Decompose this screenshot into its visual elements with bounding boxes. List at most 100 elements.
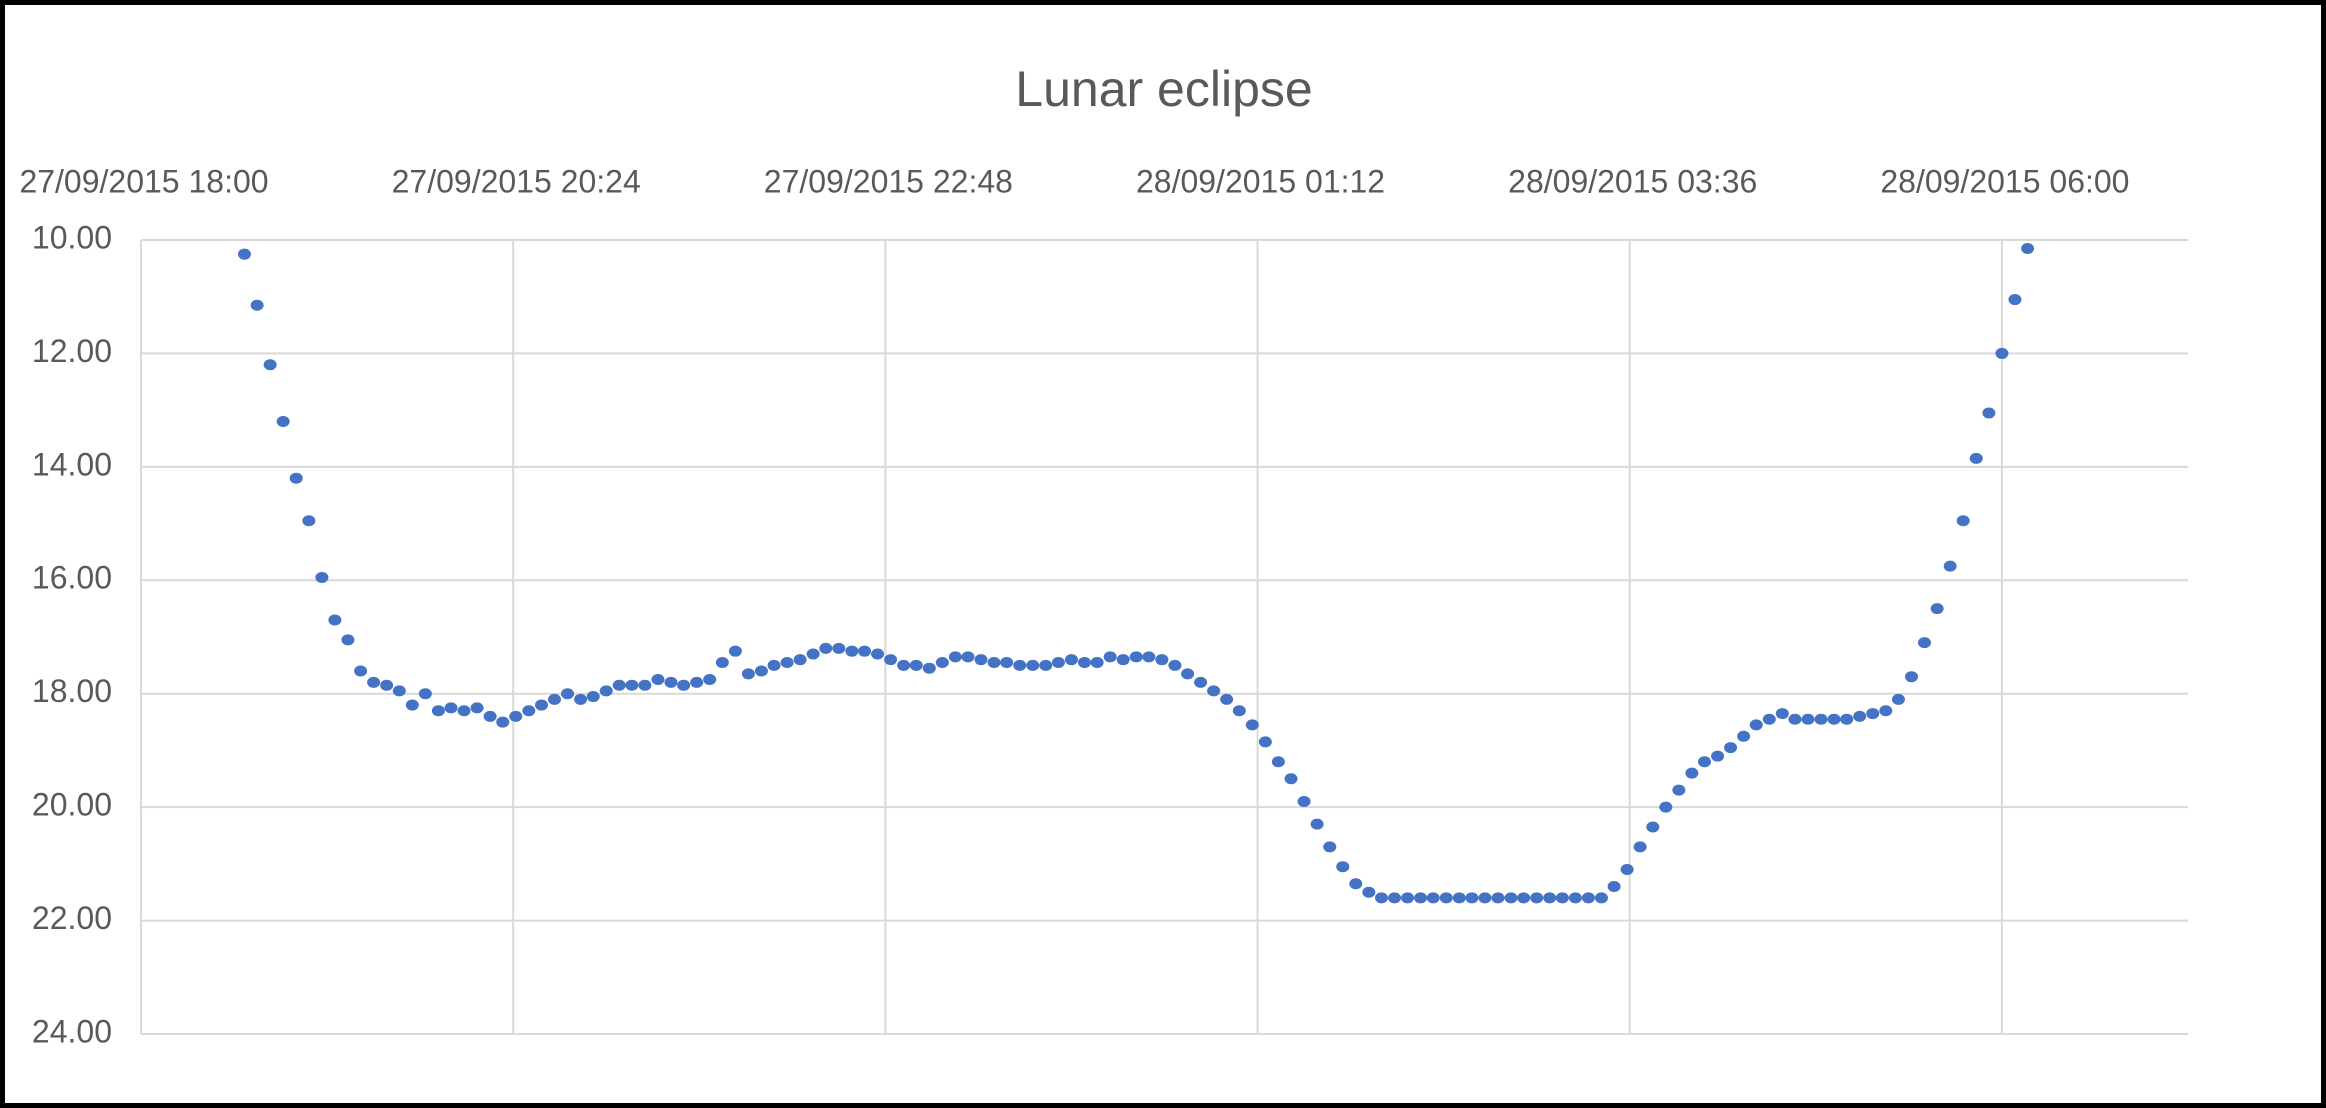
data-point <box>1711 750 1725 762</box>
y-tick-label: 10.00 <box>32 219 112 255</box>
data-point <box>1077 657 1091 669</box>
data-point <box>987 657 1001 669</box>
data-point <box>1517 892 1531 904</box>
data-point <box>341 634 355 646</box>
data-point <box>832 642 846 654</box>
data-point <box>1581 892 1595 904</box>
data-point <box>1672 784 1686 796</box>
data-point <box>1969 452 1983 464</box>
data-point <box>1284 773 1298 785</box>
data-point <box>897 659 911 671</box>
data-point <box>1659 801 1673 813</box>
data-point <box>1349 878 1363 890</box>
data-point <box>302 515 316 527</box>
data-point <box>315 571 329 583</box>
data-point <box>405 699 419 711</box>
data-point <box>728 645 742 657</box>
data-point <box>1336 861 1350 873</box>
data-point <box>1155 654 1169 666</box>
data-point <box>276 415 290 427</box>
data-point <box>935 657 949 669</box>
data-point <box>1168 659 1182 671</box>
y-tick-label: 20.00 <box>32 787 112 823</box>
x-tick-label: 27/09/2015 20:24 <box>392 163 641 199</box>
data-point <box>1530 892 1544 904</box>
data-point <box>599 685 613 697</box>
y-tick-label: 24.00 <box>32 1013 112 1049</box>
data-point <box>1555 892 1569 904</box>
data-point <box>1026 659 1040 671</box>
data-point <box>1698 756 1712 768</box>
data-point <box>1749 719 1763 731</box>
data-point <box>237 248 251 260</box>
data-point <box>1904 671 1918 683</box>
data-point <box>354 665 368 677</box>
data-point <box>1388 892 1402 904</box>
data-point <box>638 679 652 691</box>
data-point <box>1116 654 1130 666</box>
data-point <box>250 299 264 311</box>
data-point <box>470 702 484 714</box>
data-point <box>1917 637 1931 649</box>
chart-title: Lunar eclipse <box>1015 61 1312 117</box>
data-point <box>677 679 691 691</box>
data-point <box>715 657 729 669</box>
data-point <box>806 648 820 660</box>
data-point <box>1543 892 1557 904</box>
data-point <box>651 674 665 686</box>
data-point <box>741 668 755 680</box>
data-point <box>1181 668 1195 680</box>
data-point <box>1271 756 1285 768</box>
data-point <box>1879 705 1893 717</box>
data-point <box>263 359 277 371</box>
data-point <box>1620 864 1634 876</box>
data-point <box>1801 713 1815 725</box>
data-point <box>871 648 885 660</box>
data-point <box>418 688 432 700</box>
data-point <box>1000 657 1014 669</box>
data-point <box>1439 892 1453 904</box>
y-tick-label: 22.00 <box>32 900 112 936</box>
data-point <box>1465 892 1479 904</box>
data-point <box>2008 294 2022 306</box>
data-point <box>625 679 639 691</box>
data-point <box>1297 795 1311 807</box>
data-point <box>1426 892 1440 904</box>
data-point <box>1724 742 1738 754</box>
data-point <box>1310 818 1324 830</box>
data-point <box>431 705 445 717</box>
data-point <box>509 710 523 722</box>
data-point <box>1853 710 1867 722</box>
data-point <box>1414 892 1428 904</box>
data-point <box>1607 881 1621 893</box>
data-point <box>1039 659 1053 671</box>
data-point <box>1866 708 1880 720</box>
data-point <box>444 702 458 714</box>
data-point <box>289 472 303 484</box>
data-point <box>1943 560 1957 572</box>
data-point <box>690 676 704 688</box>
data-point <box>1762 713 1776 725</box>
data-point <box>1232 705 1246 717</box>
y-tick-label: 18.00 <box>32 673 112 709</box>
data-point <box>922 662 936 674</box>
y-tick-label: 16.00 <box>32 560 112 596</box>
data-point <box>961 651 975 663</box>
data-point <box>664 676 678 688</box>
data-point <box>612 679 626 691</box>
data-point <box>367 676 381 688</box>
data-point <box>1207 685 1221 697</box>
data-point <box>1646 821 1660 833</box>
data-point <box>1090 657 1104 669</box>
data-point <box>948 651 962 663</box>
data-point <box>380 679 394 691</box>
data-point <box>483 710 497 722</box>
data-point <box>780 657 794 669</box>
data-point <box>1982 407 1996 419</box>
y-tick-label: 12.00 <box>32 333 112 369</box>
data-point <box>1452 892 1466 904</box>
data-point <box>1891 693 1905 705</box>
data-point <box>1956 515 1970 527</box>
x-tick-label: 27/09/2015 22:48 <box>764 163 1013 199</box>
